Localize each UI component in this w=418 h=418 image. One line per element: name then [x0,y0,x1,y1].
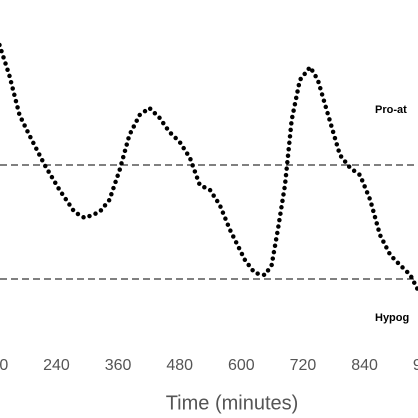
x-tick-label: 480 [166,357,193,374]
x-tick-label: 720 [290,357,317,374]
x-tick-label: 960 [413,357,418,374]
x-tick-label: 360 [105,357,132,374]
x-tick-label: 600 [228,357,255,374]
x-tick-label: 240 [43,357,70,374]
x-tick-label: 840 [351,357,378,374]
x-axis-label: Time (minutes) [166,392,299,414]
annotation: Pro-at [375,104,407,116]
x-tick-label: 120 [0,357,8,374]
annotation: Hypog [375,312,409,324]
data-line [0,42,418,293]
